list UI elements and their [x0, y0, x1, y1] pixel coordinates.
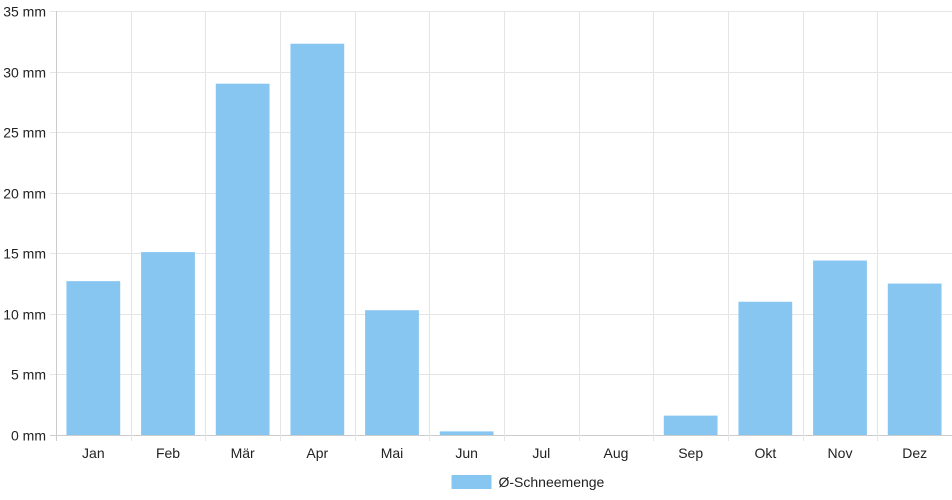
bar-Sep[interactable] [663, 415, 718, 435]
bar-Jun[interactable] [439, 431, 494, 435]
y-tick-label: 5 mm [11, 367, 46, 383]
y-tick-label: 30 mm [3, 65, 46, 81]
y-tick-label: 15 mm [3, 246, 46, 262]
x-tick-label: Feb [156, 445, 180, 461]
bar-Jan[interactable] [66, 281, 121, 435]
x-tick-label: Mär [231, 445, 255, 461]
bar-Okt[interactable] [738, 301, 793, 435]
y-tick-label: 35 mm [3, 4, 46, 20]
legend[interactable]: Ø-Schneemenge [451, 474, 605, 490]
y-tick-label: 10 mm [3, 307, 46, 323]
legend-swatch[interactable] [451, 475, 492, 489]
bar-Dez[interactable] [887, 283, 942, 435]
x-tick-label: Mai [381, 445, 404, 461]
bar-Feb[interactable] [141, 252, 195, 435]
x-tick-label: Aug [604, 445, 629, 461]
legend-label[interactable]: Ø-Schneemenge [499, 474, 605, 490]
x-tick-label: Jun [455, 445, 478, 461]
bars [66, 43, 942, 436]
x-tick-label: Nov [828, 445, 853, 461]
x-tick-label: Dez [902, 445, 927, 461]
y-axis: 0 mm 5 mm 10 mm 15 mm 20 mm 25 mm 30 mm 35 mm [3, 4, 46, 444]
grid-lines [50, 11, 952, 441]
x-tick-label: Jan [82, 445, 105, 461]
x-tick-label: Okt [754, 445, 776, 461]
y-tick-label: 0 mm [11, 428, 46, 444]
x-tick-label: Apr [306, 445, 328, 461]
y-tick-label: 20 mm [3, 186, 46, 202]
x-tick-label: Sep [678, 445, 703, 461]
bar-Nov[interactable] [813, 260, 867, 435]
x-tick-label: Jul [532, 445, 550, 461]
x-axis: Jan Feb Mär Apr Mai Jun Jul Aug Sep Okt Nov Dez [82, 445, 927, 461]
y-tick-label: 25 mm [3, 125, 46, 141]
bar-Mär[interactable] [215, 83, 270, 435]
bar-Apr[interactable] [290, 43, 345, 436]
bar-Mai[interactable] [365, 310, 419, 435]
